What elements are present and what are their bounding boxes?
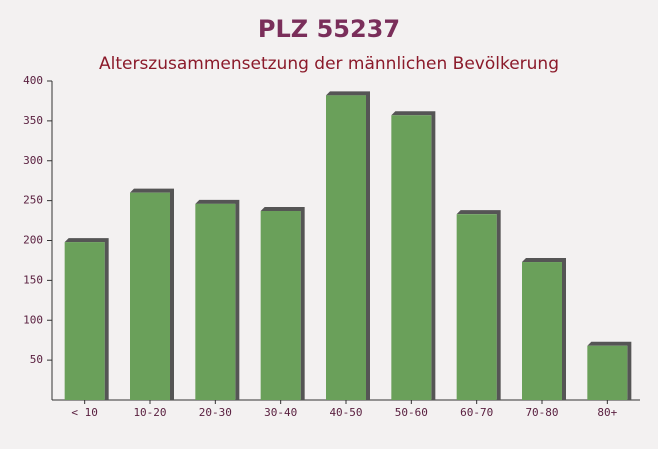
y-tick-label: 400	[23, 74, 43, 87]
y-tick-label: 100	[23, 313, 43, 326]
y-tick-label: 350	[23, 114, 43, 127]
chart-title: PLZ 55237	[258, 15, 400, 43]
bar	[260, 210, 301, 400]
bar	[326, 95, 366, 400]
bar	[130, 192, 170, 400]
bar	[391, 115, 432, 400]
y-tick-label: 150	[23, 273, 43, 286]
bar	[522, 262, 562, 400]
bar	[456, 214, 497, 400]
x-tick-label: < 10	[71, 406, 98, 419]
x-tick-label: 70-80	[525, 406, 558, 419]
x-tick-label: 50-60	[395, 406, 428, 419]
x-tick-label: 20-30	[199, 406, 232, 419]
x-tick-label: 80+	[597, 406, 617, 419]
x-tick-label: 30-40	[264, 406, 297, 419]
bar	[587, 345, 628, 400]
y-tick-label: 200	[23, 234, 43, 247]
y-tick-label: 300	[23, 154, 43, 167]
x-tick-label: 40-50	[329, 406, 362, 419]
bar	[195, 203, 236, 400]
chart-subtitle: Alterszusammensetzung der männlichen Bev…	[99, 54, 559, 74]
bar	[64, 242, 105, 400]
y-tick-label: 50	[30, 353, 43, 366]
x-tick-label: 10-20	[133, 406, 166, 419]
y-tick-label: 250	[23, 194, 43, 207]
x-tick-label: 60-70	[460, 406, 493, 419]
